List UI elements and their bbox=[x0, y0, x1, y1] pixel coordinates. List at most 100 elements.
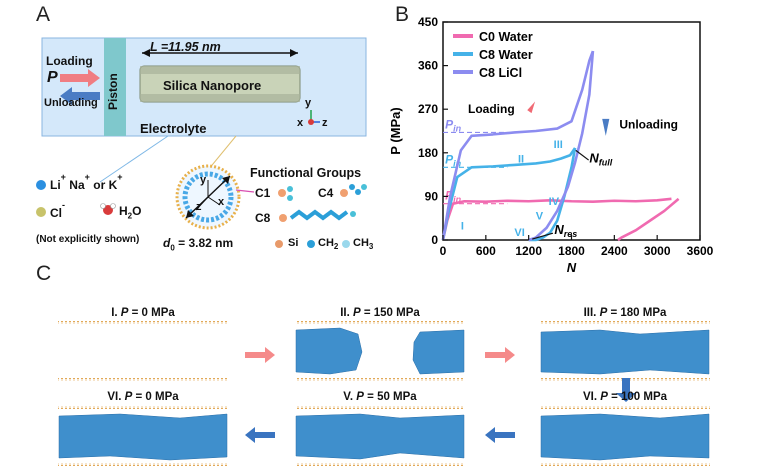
x-tick-label: 0 bbox=[440, 244, 447, 258]
series-unloading-line bbox=[528, 147, 577, 242]
chart-loading-label: Loading bbox=[468, 102, 515, 116]
panel-label-c: C bbox=[36, 262, 52, 285]
water-label: H2O bbox=[119, 204, 142, 221]
li-ion-dot bbox=[36, 180, 46, 190]
cross-axis-z bbox=[195, 196, 209, 211]
x-tick-label: 3600 bbox=[687, 244, 714, 258]
y-tick-label: 270 bbox=[418, 102, 438, 116]
c4-label: C4 bbox=[318, 186, 334, 200]
water-plug-left bbox=[295, 327, 363, 375]
p-in-label: Pin bbox=[445, 117, 462, 133]
stage-label: I bbox=[461, 220, 464, 232]
x-tick-label: 600 bbox=[476, 244, 496, 258]
si-atom-dot bbox=[275, 240, 283, 248]
axis-y-label: y bbox=[305, 97, 312, 109]
arrow-5-to-4 bbox=[245, 427, 275, 443]
cross-axis-z-label: z bbox=[196, 201, 202, 213]
stage-label: II bbox=[518, 153, 524, 165]
water-oxygen-dot bbox=[103, 205, 113, 215]
pressure-symbol: P bbox=[47, 69, 58, 86]
piston-label: Piston bbox=[106, 73, 120, 110]
series-loading-line bbox=[441, 147, 577, 241]
cross-section-water bbox=[182, 171, 234, 223]
stage-label: III bbox=[554, 139, 563, 151]
y-tick-label: 360 bbox=[418, 59, 438, 73]
snapshot-4-channel bbox=[58, 406, 228, 466]
nanopore-label: Silica Nanopore bbox=[163, 78, 262, 93]
leader-line-cross bbox=[207, 135, 237, 171]
n-full-pointer bbox=[575, 149, 589, 161]
c8-label: C8 bbox=[255, 211, 271, 225]
snapshot-6-channel bbox=[540, 406, 710, 466]
panel-c-snapshots bbox=[58, 321, 710, 466]
leader-line-ions bbox=[99, 135, 169, 183]
snapshot-4-title: VI. P = 0 MPa bbox=[107, 391, 179, 403]
y-tick-label: 180 bbox=[418, 146, 438, 160]
legend-label: C8 Water bbox=[479, 48, 533, 62]
stage-label: IV bbox=[549, 196, 560, 208]
diameter-label: d0 = 3.82 nm bbox=[163, 236, 234, 253]
axis-z-label: z bbox=[322, 117, 328, 129]
arrow-3-to-6 bbox=[616, 378, 636, 402]
c8-group-icon bbox=[279, 209, 356, 222]
y-tick-label: 90 bbox=[425, 189, 439, 203]
axis-x-dot bbox=[308, 119, 314, 125]
water-plug-right bbox=[412, 329, 465, 375]
ch3-label: CH3 bbox=[353, 237, 374, 252]
chart-unloading-label: Unloading bbox=[619, 118, 678, 132]
snapshot-6-title: VI. P = 100 MPa bbox=[582, 391, 668, 403]
si-label: Si bbox=[288, 237, 299, 249]
snapshot-3-title: III. P = 180 MPa bbox=[583, 307, 667, 319]
c4-group-icon bbox=[340, 184, 367, 197]
cl-ion-dot bbox=[36, 207, 46, 217]
stage-label: VI bbox=[514, 227, 524, 239]
cation-list: Li+ Na+ or K+ bbox=[50, 172, 123, 192]
cross-axis-x-label: x bbox=[218, 196, 225, 208]
length-label: L =11.95 nm bbox=[150, 40, 221, 54]
cross-axis-x bbox=[207, 196, 221, 206]
piston-block bbox=[104, 38, 126, 136]
unloading-arrow-icon bbox=[602, 118, 610, 136]
loading-label: Loading bbox=[46, 54, 93, 68]
loading-arrow-icon bbox=[527, 101, 536, 114]
snapshot-2-title: II. P = 150 MPa bbox=[340, 307, 420, 319]
unloading-label: Unloading bbox=[44, 97, 98, 109]
y-tick-label: 450 bbox=[418, 15, 438, 29]
functional-groups-title: Functional Groups bbox=[250, 166, 362, 180]
chart-legend: C0 Water C8 Water C8 LiCl bbox=[453, 30, 533, 80]
unloading-arrow bbox=[60, 87, 100, 105]
y-tick-label: 0 bbox=[431, 233, 438, 247]
axis-x-label: x bbox=[297, 117, 304, 129]
loading-arrow bbox=[60, 69, 100, 87]
n-res-pointer bbox=[532, 232, 554, 240]
panel-label-a: A bbox=[36, 3, 51, 26]
ch3-dot bbox=[342, 240, 350, 248]
n-full-label: Nfull bbox=[589, 150, 612, 167]
not-shown-note: (Not explicitly shown) bbox=[36, 234, 140, 245]
group-pointer bbox=[235, 189, 255, 193]
legend-label: C8 LiCl bbox=[479, 66, 522, 80]
c1-group-icon bbox=[278, 186, 293, 201]
legend-label: C0 Water bbox=[479, 30, 533, 44]
series-unloading-line bbox=[617, 197, 680, 242]
ch2-dot bbox=[307, 240, 315, 248]
x-tick-label: 2400 bbox=[601, 244, 628, 258]
x-tick-label: 1800 bbox=[558, 244, 585, 258]
series-unloading-line bbox=[528, 50, 595, 242]
snapshot-5-title: V. P = 50 MPa bbox=[343, 391, 417, 403]
c1-label: C1 bbox=[255, 186, 271, 200]
arrow-2-to-3 bbox=[485, 347, 515, 363]
snapshot-5-channel bbox=[295, 406, 465, 466]
cross-axis-y-label: y bbox=[200, 174, 207, 186]
electrolyte-label: Electrolyte bbox=[140, 121, 207, 136]
chloride-label: Cl- bbox=[50, 200, 65, 220]
n-res-label: Nres bbox=[554, 222, 577, 239]
snapshot-1-title: I. P = 0 MPa bbox=[111, 307, 175, 319]
series-loading-line bbox=[441, 197, 672, 241]
snapshot-1-channel bbox=[58, 321, 228, 381]
stage-label: V bbox=[536, 211, 544, 223]
panel-a-schematic bbox=[36, 37, 367, 248]
snapshot-3-channel bbox=[540, 321, 710, 381]
chart-xlabel: N bbox=[567, 260, 577, 275]
